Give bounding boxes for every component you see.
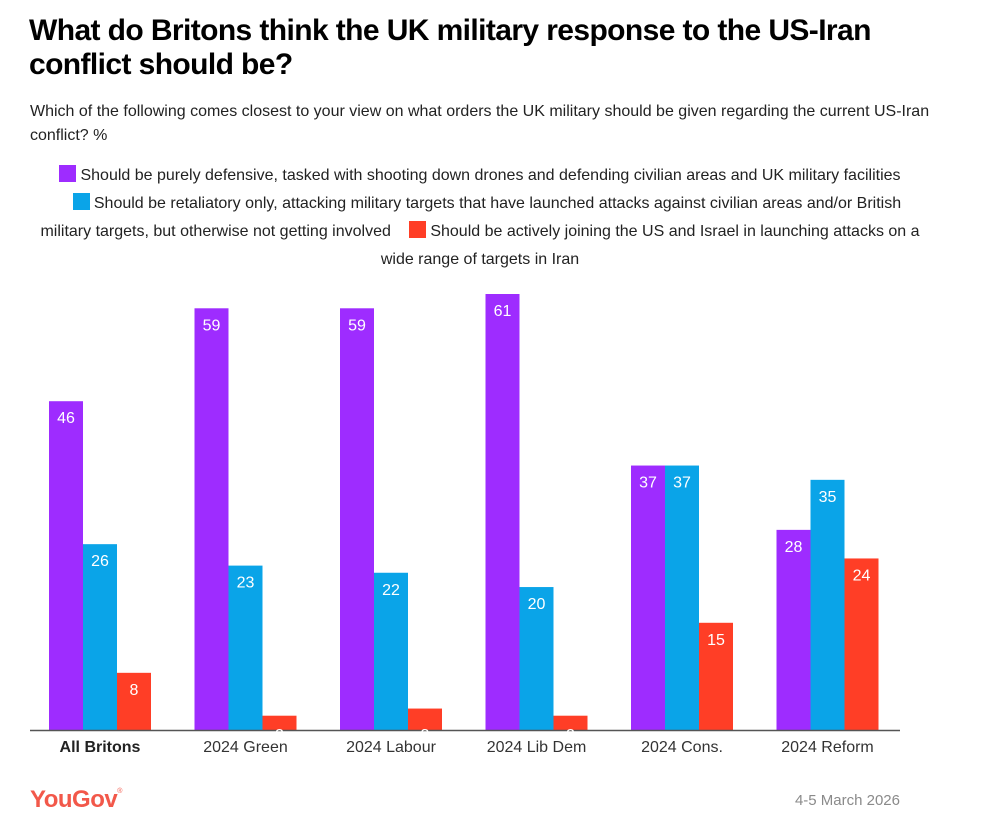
bar-value-label: 46: [57, 410, 75, 427]
bar-value-label: 59: [203, 317, 221, 334]
bar: [519, 587, 554, 730]
survey-date: 4-5 March 2026: [794, 792, 900, 809]
bar: [844, 558, 879, 730]
yougov-logo: YouGov®: [30, 786, 122, 814]
bar-value-label: 28: [785, 539, 803, 556]
bar-value-label: 37: [639, 475, 657, 492]
bar: [408, 708, 442, 730]
legend-label-retaliatory: Should be retaliatory only, attacking mi…: [40, 195, 902, 240]
logo-registered-mark: ®: [117, 788, 122, 795]
bar: [699, 622, 733, 730]
bar: [194, 308, 229, 730]
bar-group-2024-green: 59 23 2024 Green: [194, 308, 297, 756]
legend-item-retaliatory: Should be retaliatory only, attacking mi…: [40, 193, 902, 240]
bar-value-label: 61: [494, 303, 512, 320]
category-label: 2024 Cons.: [641, 739, 723, 756]
legend-label-defensive: Should be purely defensive, tasked with …: [80, 167, 901, 184]
category-label: 2024 Reform: [781, 739, 874, 756]
bar-group-2024-lib-dem: 61 20 2024 Lib Dem: [485, 294, 588, 756]
chart-title: What do Britons think the UK military re…: [29, 14, 871, 81]
legend-label-joining-attacks: Should be actively joining the US and Is…: [380, 223, 920, 268]
bar-value-label: 37: [673, 475, 691, 492]
bar: [485, 294, 520, 730]
bar: [810, 479, 845, 730]
bar: [665, 465, 699, 730]
bar: [374, 572, 408, 730]
bar-value-label: 23: [237, 575, 255, 592]
bar-value-label: 35: [819, 489, 837, 506]
legend-swatch-defensive: [59, 165, 77, 182]
bar-value-label: 24: [853, 567, 871, 584]
bar: [117, 672, 151, 730]
bar-value-label: 8: [130, 682, 139, 699]
bar: [631, 465, 665, 730]
bar: [83, 544, 117, 730]
legend-swatch-retaliatory: [72, 193, 90, 210]
bar: [228, 565, 263, 730]
category-label: 2024 Labour: [346, 739, 437, 756]
bar-value-label: 59: [348, 317, 366, 334]
bar-value-label: 15: [707, 632, 725, 649]
bar-value-label: 2: [275, 727, 284, 744]
legend-item-joining-attacks: Should be actively joining the US and Is…: [380, 221, 920, 268]
bar-group-2024-reform: 28 35 24 2024 Reform: [776, 479, 879, 756]
bar-group-all-britons: 46 26 8 All Britons: [49, 401, 151, 756]
bar-value-label: 26: [91, 553, 109, 570]
bar-value-label: 3: [421, 727, 430, 744]
bar: [340, 308, 374, 730]
legend: Should be purely defensive, tasked with …: [40, 162, 920, 274]
bar-group-2024-labour: 59 22 2024 Labour: [340, 308, 442, 756]
legend-swatch-joining-attacks: [409, 221, 427, 238]
legend-item-defensive: Should be purely defensive, tasked with …: [59, 165, 901, 184]
logo-text: YouGov: [30, 786, 118, 813]
chart-subtitle: Which of the following comes closest to …: [30, 103, 930, 144]
bar-value-label: 2: [566, 727, 575, 744]
bar: [553, 715, 588, 730]
bar-group-2024-cons: 37 37 15 2024 Cons.: [631, 465, 733, 756]
bar: [49, 401, 83, 730]
bar-value-label: 22: [382, 582, 400, 599]
bar-value-label: 20: [528, 596, 546, 613]
bar: [262, 715, 297, 730]
category-label: 2024 Lib Dem: [487, 739, 587, 756]
category-label: All Britons: [60, 739, 141, 756]
category-label: 2024 Green: [203, 739, 288, 756]
bar: [776, 529, 811, 730]
